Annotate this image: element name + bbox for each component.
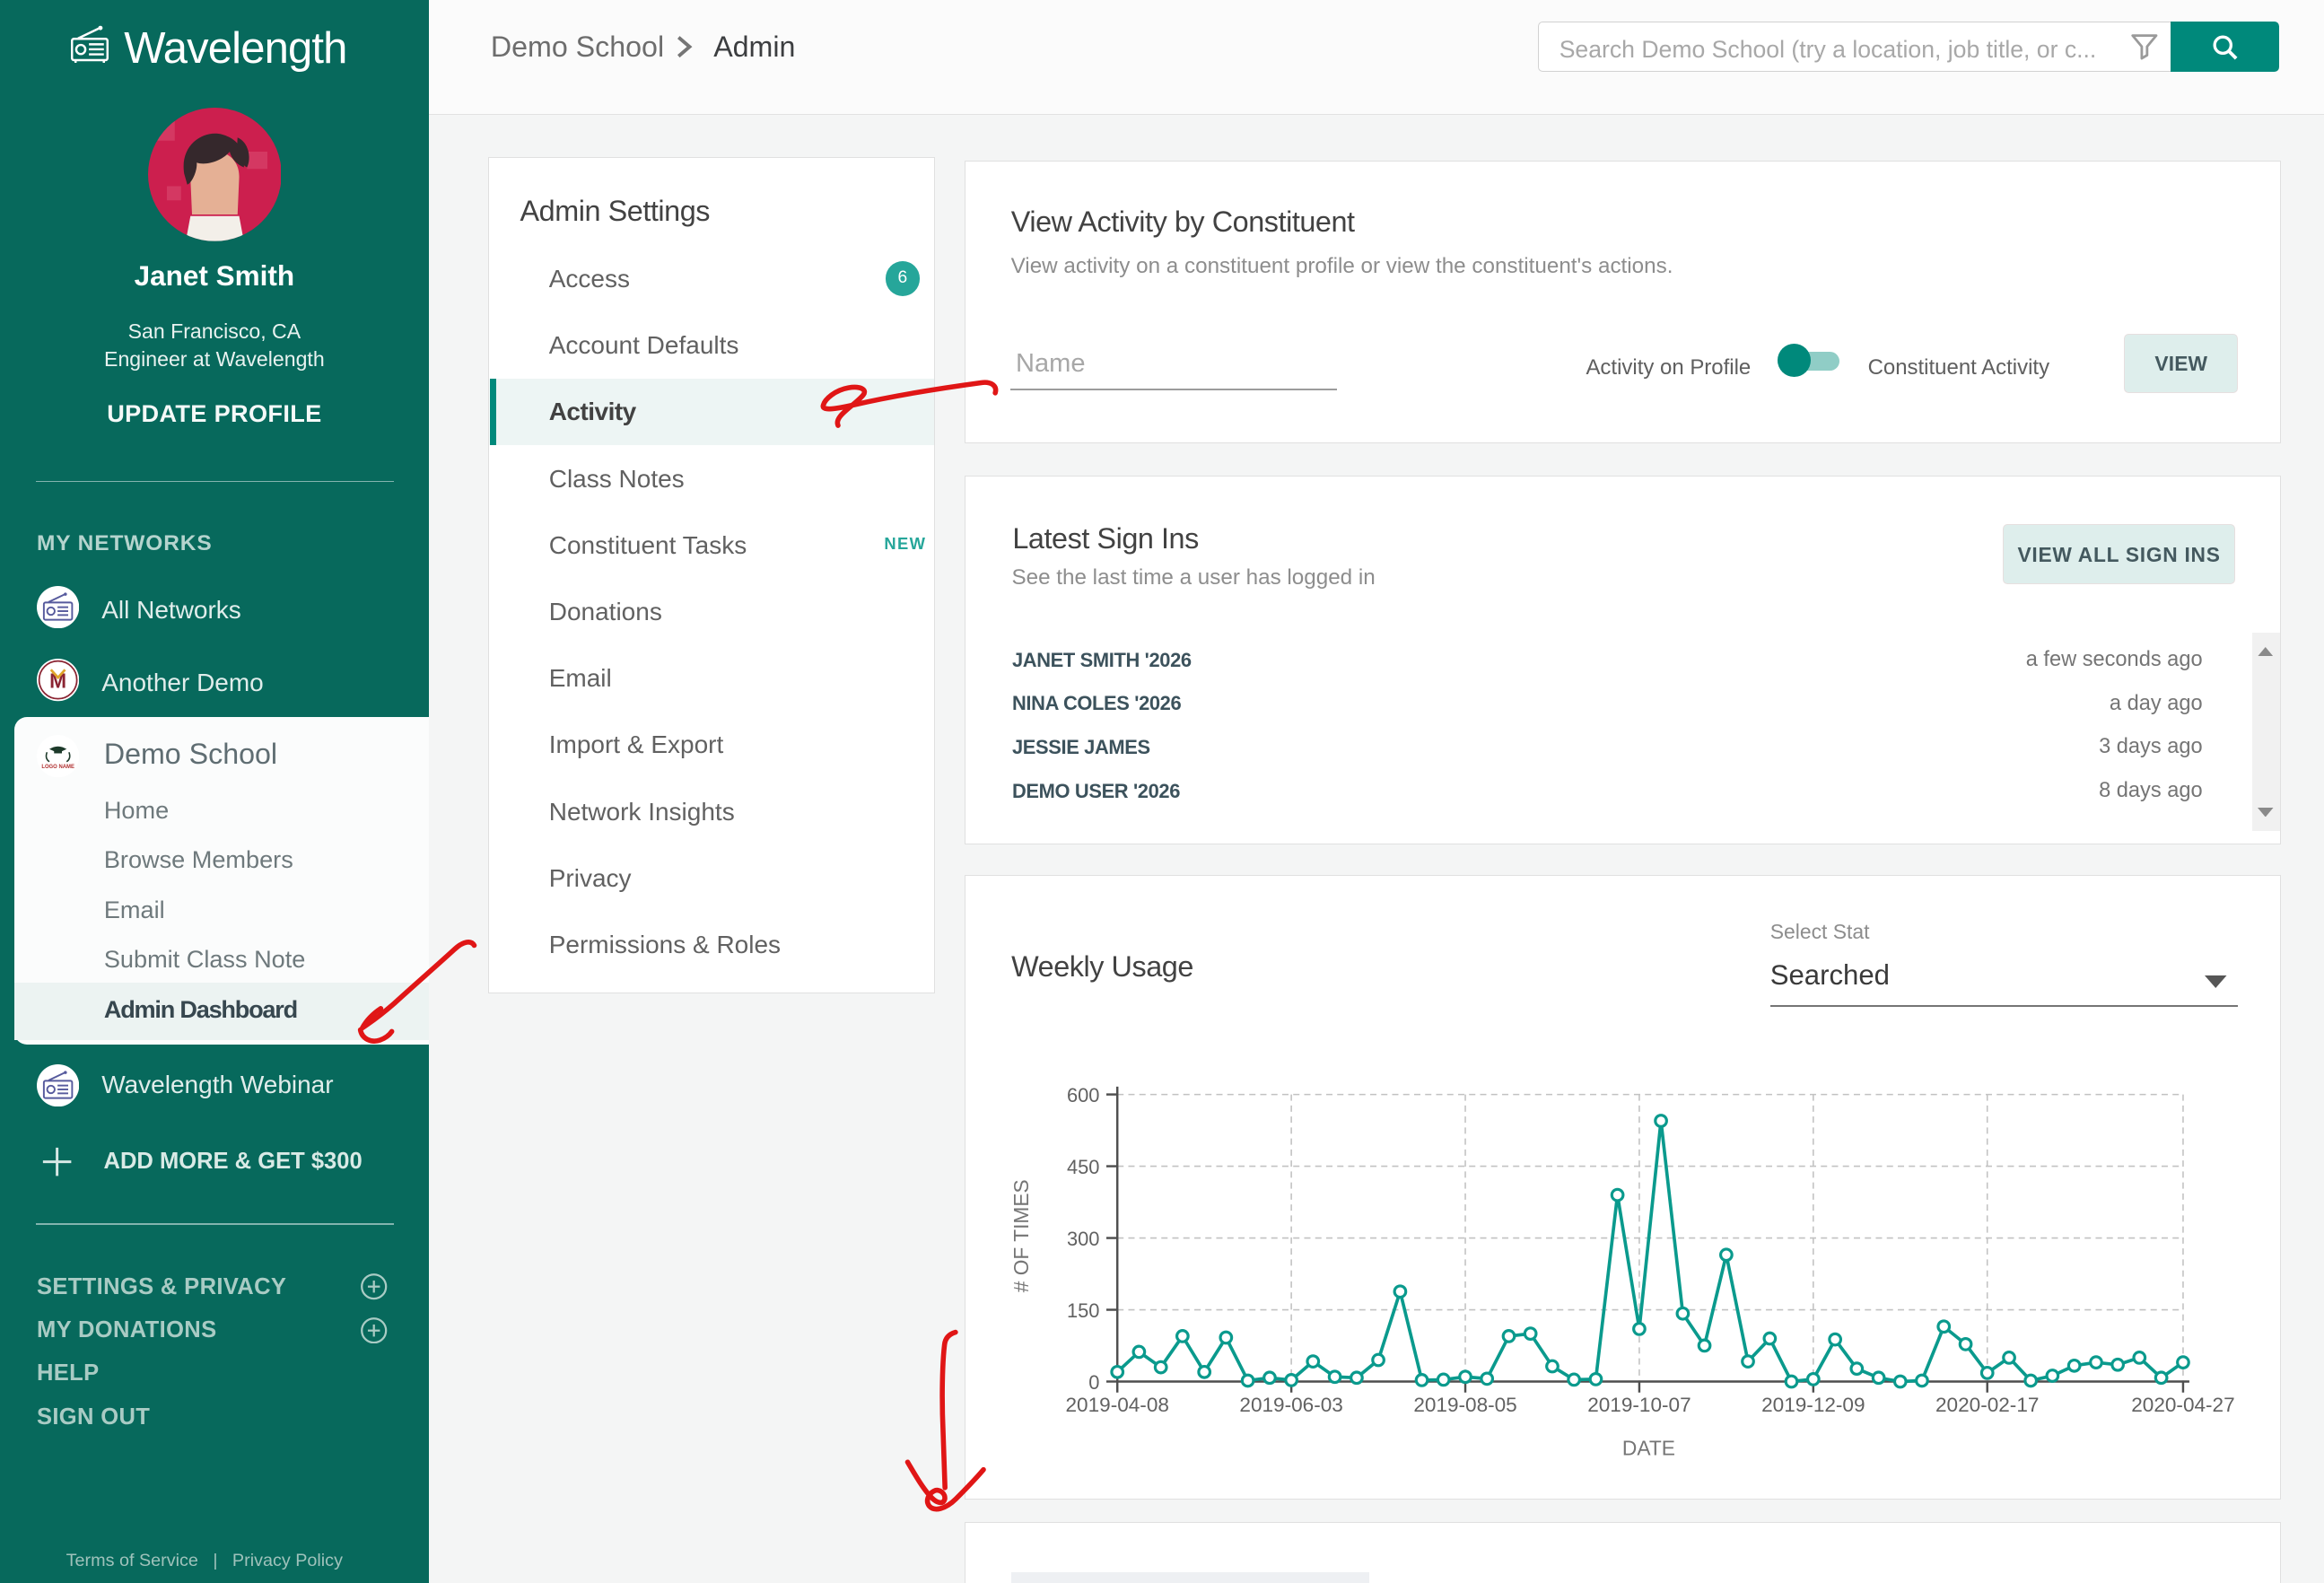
svg-text:DATE: DATE: [1622, 1436, 1675, 1459]
svg-text:2020-04-27: 2020-04-27: [2132, 1394, 2235, 1416]
svg-text:2019-12-09: 2019-12-09: [1761, 1394, 1865, 1416]
svg-text:2019-06-03: 2019-06-03: [1240, 1394, 1343, 1416]
svg-text:300: 300: [1067, 1228, 1099, 1250]
svg-text:2020-02-17: 2020-02-17: [1935, 1394, 2039, 1416]
svg-text:# OF TIMES: # OF TIMES: [1010, 1179, 1034, 1292]
svg-text:2019-04-08: 2019-04-08: [1066, 1394, 1169, 1416]
svg-text:0: 0: [1089, 1371, 1100, 1394]
svg-text:2019-08-05: 2019-08-05: [1414, 1394, 1517, 1416]
svg-text:M: M: [49, 669, 66, 693]
svg-text:2019-10-07: 2019-10-07: [1588, 1394, 1691, 1416]
svg-text:150: 150: [1067, 1299, 1099, 1322]
svg-text:600: 600: [1067, 1084, 1099, 1106]
svg-text:450: 450: [1067, 1156, 1099, 1178]
svg-text:LOGO NAME: LOGO NAME: [41, 765, 74, 770]
